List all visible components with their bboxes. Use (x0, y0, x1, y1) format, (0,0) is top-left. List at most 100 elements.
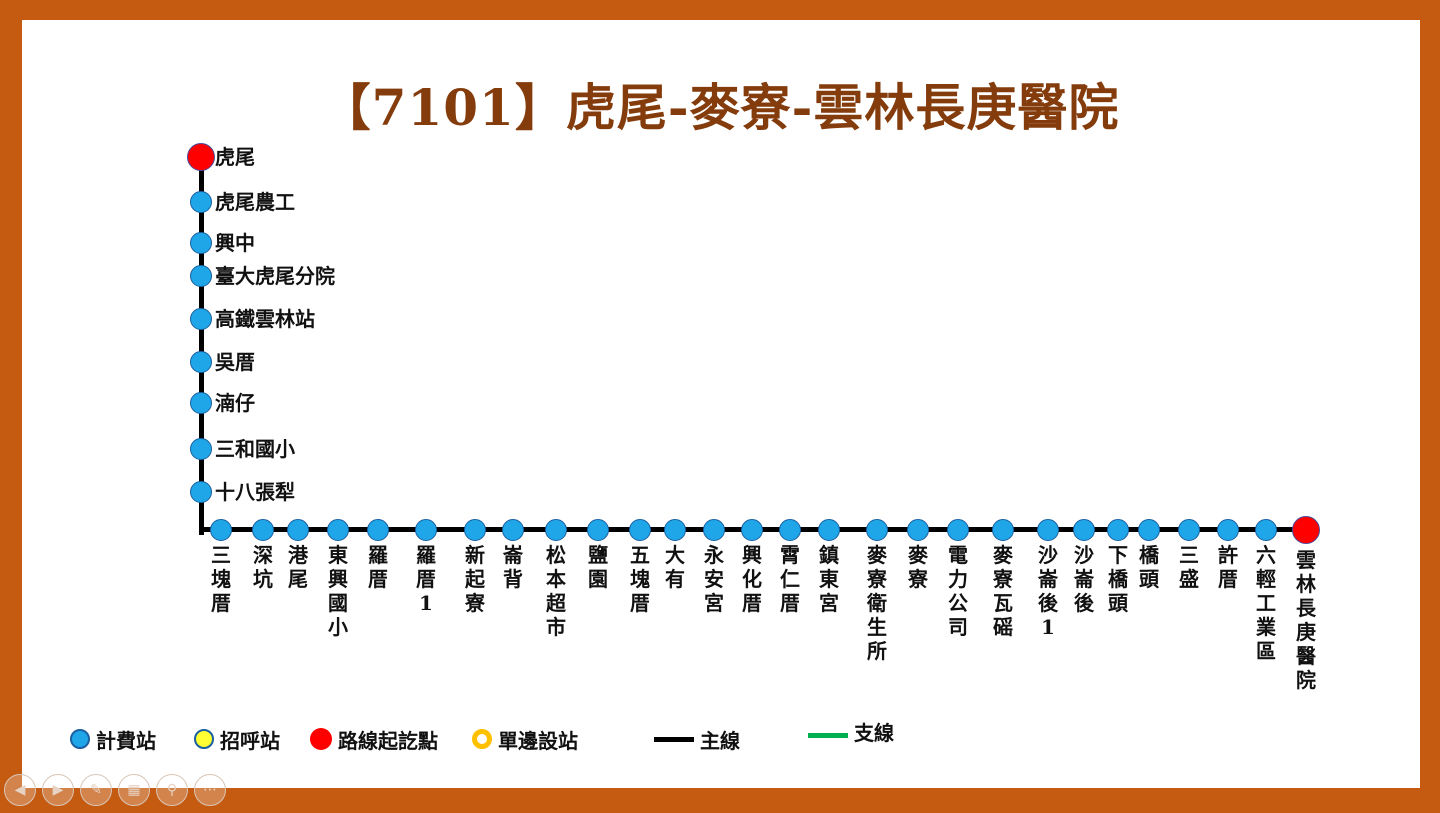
fare-stop-marker (703, 519, 725, 541)
fare-stop-marker (947, 519, 969, 541)
legend-flag-stop: 招呼站 (194, 724, 280, 754)
fare-stop-marker (190, 351, 212, 373)
fare-stop-marker (907, 519, 929, 541)
fare-stop-marker (741, 519, 763, 541)
terminal-icon (310, 728, 332, 750)
stop-label: 十八張犁 (215, 480, 295, 504)
stop-label: 電力公司 (948, 543, 968, 639)
stop-label: 湳仔 (215, 391, 255, 415)
stop-label: 興化厝 (742, 543, 762, 615)
zoom-icon[interactable]: ⚲ (156, 774, 188, 806)
fare-stop-marker (1178, 519, 1200, 541)
fare-stop-marker (1037, 519, 1059, 541)
stop-label: 吳厝 (215, 350, 255, 374)
legend-main-line: 主線 (654, 724, 740, 754)
stop-label: 東興國小 (328, 543, 348, 639)
stop-label: 港尾 (288, 543, 308, 591)
stop-label: 六輕工業區 (1256, 543, 1276, 663)
fare-stop-marker (1217, 519, 1239, 541)
fare-stop-marker (415, 519, 437, 541)
fare-stop-marker (866, 519, 888, 541)
fare-stop-marker (252, 519, 274, 541)
legend-label: 計費站 (96, 728, 156, 753)
fare-stop-marker (190, 392, 212, 414)
legend-fare-stop: 計費站 (70, 724, 156, 754)
branch-line-icon (808, 732, 848, 738)
fare-stop-marker (502, 519, 524, 541)
fare-stop-marker (190, 481, 212, 503)
slides-icon[interactable]: ▦ (118, 774, 150, 806)
main-line-vertical (199, 157, 204, 535)
stop-label: 羅厝1 (416, 543, 436, 615)
legend-terminal: 路線起訖點 (310, 724, 438, 754)
fare-stop-marker (587, 519, 609, 541)
stop-label: 許厝 (1218, 543, 1238, 591)
stop-label: 鎮東宮 (819, 543, 839, 615)
fare-stop-marker (287, 519, 309, 541)
slideshow-nav: ◀ ▶ ✎ ▦ ⚲ ⋯ (4, 774, 226, 806)
fare-stop-marker (210, 519, 232, 541)
one-side-stop-icon (472, 729, 492, 749)
stop-label: 三和國小 (215, 437, 295, 461)
stop-label: 三塊厝 (211, 543, 231, 615)
fare-stop-marker (1138, 519, 1160, 541)
fare-stop-marker (190, 191, 212, 213)
stop-label: 羅厝 (368, 543, 388, 591)
main-line-icon (654, 736, 694, 742)
stop-label: 麥寮瓦磘 (993, 543, 1013, 639)
forward-icon[interactable]: ▶ (42, 774, 74, 806)
fare-stop-marker (779, 519, 801, 541)
fare-stop-marker (464, 519, 486, 541)
stop-label: 三盛 (1179, 543, 1199, 591)
fare-stop-marker (629, 519, 651, 541)
stop-label: 鹽園 (588, 543, 608, 591)
terminal-stop-marker (187, 143, 215, 171)
stop-label: 下橋頭 (1108, 543, 1128, 615)
fare-stop-marker (664, 519, 686, 541)
stop-label: 深坑 (253, 543, 273, 591)
fare-stop-marker (367, 519, 389, 541)
stop-label: 臺大虎尾分院 (215, 264, 335, 288)
stop-label: 沙崙後 (1074, 543, 1094, 615)
more-icon[interactable]: ⋯ (194, 774, 226, 806)
stop-label: 興中 (215, 231, 255, 255)
stop-label: 永安宮 (704, 543, 724, 615)
legend-branch-line: 支線 (808, 716, 894, 746)
stop-label: 虎尾 (215, 145, 255, 169)
fare-stop-marker (190, 438, 212, 460)
stop-label: 高鐵雲林站 (215, 307, 315, 331)
stop-label: 新起寮 (465, 543, 485, 615)
stop-label: 虎尾農工 (215, 190, 295, 214)
legend-one-side: 單邊設站 (472, 724, 578, 754)
fare-stop-marker (190, 265, 212, 287)
stop-label: 橋頭 (1139, 543, 1159, 591)
stop-label: 雲林長庚醫院 (1296, 548, 1316, 692)
fare-stop-marker (1107, 519, 1129, 541)
fare-stop-marker (1073, 519, 1095, 541)
pen-icon[interactable]: ✎ (80, 774, 112, 806)
back-icon[interactable]: ◀ (4, 774, 36, 806)
legend-label: 招呼站 (220, 728, 280, 753)
stop-label: 沙崙後1 (1038, 543, 1058, 639)
legend-label: 單邊設站 (498, 728, 578, 753)
fare-stop-marker (818, 519, 840, 541)
stop-label: 霄仁厝 (780, 543, 800, 615)
fare-stop-marker (545, 519, 567, 541)
fare-stop-marker (1255, 519, 1277, 541)
fare-stop-marker (190, 232, 212, 254)
stop-label: 五塊厝 (630, 543, 650, 615)
flag-stop-icon (194, 729, 214, 749)
fare-stop-marker (992, 519, 1014, 541)
legend-label: 主線 (700, 728, 740, 753)
legend-label: 路線起訖點 (338, 728, 438, 753)
stop-label: 麥寮 (908, 543, 928, 591)
route-title: 【7101】虎尾-麥寮-雲林長庚醫院 (320, 78, 1120, 137)
terminal-stop-marker (1292, 516, 1320, 544)
stop-label: 大有 (665, 543, 685, 591)
slide-canvas (22, 20, 1420, 788)
legend-label: 支線 (854, 720, 894, 745)
fare-stop-icon (70, 729, 90, 749)
stop-label: 松本超市 (546, 543, 566, 639)
fare-stop-marker (190, 308, 212, 330)
stop-label: 麥寮衛生所 (867, 543, 887, 663)
